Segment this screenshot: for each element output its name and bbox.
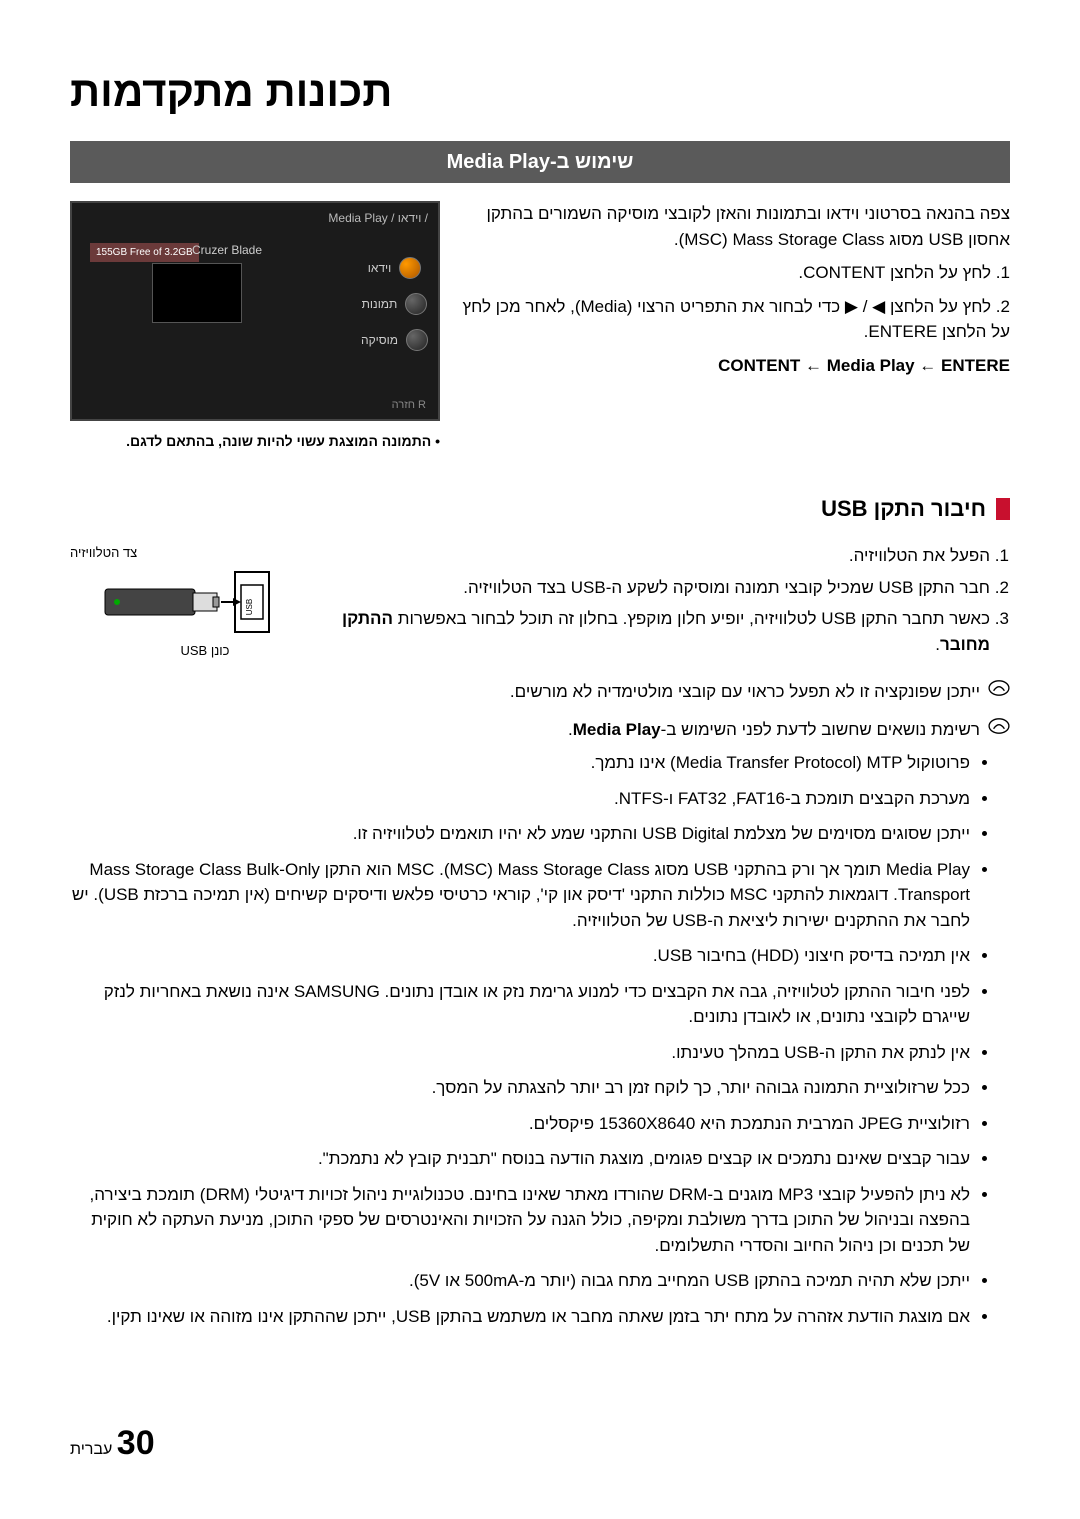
bullet-item: עבור קבצים שאינם נתמכים או קבצים פגומים,… — [70, 1146, 970, 1172]
bullet-item: לא ניתן להפעיל קובצי MP3 מוגנים ב-DRM שה… — [70, 1182, 970, 1259]
tv-side-menu: וידאו תמונות מוסיקה — [361, 257, 428, 351]
tv-preview-box — [152, 263, 242, 323]
subhead-title: חיבור התקן USB — [821, 492, 986, 525]
svg-text:USB: USB — [245, 598, 254, 614]
step1-text: לחץ על הלחצן CONTENT. — [798, 263, 991, 282]
bullet-item: ייתכן שלא תהיה תמיכה בהתקן USB המחייב מת… — [70, 1268, 970, 1294]
bullet-item: ככל שרזולוציית התמונה גבוהה יותר, כך לוק… — [70, 1075, 970, 1101]
bullet-item: אין לנתק את התקן ה-USB במהלך טעינתו. — [70, 1040, 970, 1066]
usb-step-2: חבר התקן USB שמכיל קובצי תמונה ומוסיקה ל… — [300, 575, 990, 601]
usb-step-3a: כאשר תחבר התקן USB לטלוויזיה, יופיע חלון… — [393, 609, 990, 628]
bullet-item: פרוטוקול MTP‏ (Media Transfer Protocol) … — [70, 750, 970, 776]
subhead-row: חיבור התקן USB — [70, 492, 1010, 525]
tv-side-video[interactable]: וידאו — [368, 257, 422, 279]
note-icon — [988, 679, 1010, 697]
page-number: 30 עברית — [70, 1418, 155, 1469]
tv-footer: חזרה R — [392, 397, 426, 414]
usb-step-3: כאשר תחבר התקן USB לטלוויזיה, יופיע חלון… — [300, 606, 990, 657]
bullet-item: מערכת הקבצים תומכת ב-FAT16‏, FAT32 ו-NTF… — [70, 786, 970, 812]
tv-side-photo[interactable]: תמונות — [362, 293, 428, 315]
tv-side-music-label: מוסיקה — [361, 331, 398, 349]
subhead-marker — [996, 498, 1010, 520]
hint-1-text: ייתכן שפונקציה זו לא תפעל כראוי עם קובצי… — [70, 679, 980, 705]
video-icon — [399, 257, 421, 279]
tv-side-photo-label: תמונות — [362, 295, 398, 313]
tv-breadcrumb: Media Play / וידאו / — [72, 203, 438, 233]
intro-line1: צפה בהנאה בסרטוני וידאו ובתמונות והאזן ל… — [460, 201, 1010, 252]
music-icon — [406, 329, 428, 351]
hint2-bold: Media Play — [573, 720, 661, 739]
bullet-item: אין תמיכה בדיסק חיצוני (HDD) בחיבור USB. — [70, 943, 970, 969]
usb-diagram-svg: USB — [75, 567, 275, 637]
usb-step-1: הפעל את הטלוויזיה. — [300, 543, 990, 569]
intro-row: Media Play / וידאו / 155GB Free of 3.2GB… — [70, 201, 1010, 452]
hint-2-text: רשימת נושאים שחשוב לדעת לפני השימוש ב-Me… — [70, 717, 980, 743]
note-icon — [988, 717, 1010, 735]
tv-side-video-label: וידאו — [368, 259, 392, 277]
usb-diagram: צד הטלוויזיה USB כונן USB — [70, 543, 280, 660]
usb-steps: הפעל את הטלוויזיה. חבר התקן USB שמכיל קו… — [300, 543, 1010, 667]
tv-usb-badge: 155GB Free of 3.2GB — [90, 243, 199, 262]
tv-disclaimer: • התמונה המוצגת עשוי להיות שונה, בהתאם ל… — [70, 431, 440, 452]
tv-side-music[interactable]: מוסיקה — [361, 329, 428, 351]
step1-label: 1. — [996, 263, 1010, 282]
diagram-bottom-label: כונן USB — [100, 641, 310, 661]
tv-column: Media Play / וידאו / 155GB Free of 3.2GB… — [70, 201, 440, 452]
hint2-prefix: רשימת נושאים שחשוב לדעת לפני השימוש ב- — [661, 720, 980, 739]
bullet-item: ייתכן שסוגים מסוימים של מצלמת USB Digita… — [70, 821, 970, 847]
bullet-item: Media Play תומך אך ורק בהתקני USB מסוג M… — [70, 857, 970, 934]
hint-1: ייתכן שפונקציה זו לא תפעל כראוי עם קובצי… — [70, 679, 1010, 705]
bullet-list: פרוטוקול MTP‏ (Media Transfer Protocol) … — [70, 750, 1010, 1329]
tv-mock: Media Play / וידאו / 155GB Free of 3.2GB… — [70, 201, 440, 421]
intro-step1: 1. לחץ על הלחצן CONTENT. — [460, 260, 1010, 286]
bullet-item: לפני חיבור ההתקן לטלוויזיה, גבה את הקבצי… — [70, 979, 970, 1030]
photo-icon — [405, 293, 427, 315]
tv-device-name: Cruzer Blade — [192, 241, 262, 259]
bullet-item: אם מוצגת הודעת אזהרה על מתח יתר בזמן שאת… — [70, 1304, 970, 1330]
intro-text: צפה בהנאה בסרטוני וידאו ובתמונות והאזן ל… — [460, 201, 1010, 386]
hint-2: רשימת נושאים שחשוב לדעת לפני השימוש ב-Me… — [70, 717, 1010, 743]
section-bar: שימוש ב-Media Play — [70, 141, 1010, 183]
page-title: תכונות מתקדמות — [70, 60, 1010, 123]
intro-step2: 2. לחץ על הלחצן ◀ / ▶ כדי לבחור את התפרי… — [460, 294, 1010, 345]
step2-text: לחץ על הלחצן ◀ / ▶ כדי לבחור את התפריט ה… — [463, 297, 1010, 342]
usb-row: הפעל את הטלוויזיה. חבר התקן USB שמכיל קו… — [70, 543, 1010, 667]
page-num: 30 — [117, 1424, 155, 1462]
diagram-right-label: צד הטלוויזיה — [70, 543, 137, 563]
page-lang: עברית — [70, 1441, 112, 1458]
bullet-item: רזולוציית JPEG המרבית הנתמכת היא 15360X8… — [70, 1111, 970, 1137]
step2-label: 2. — [996, 297, 1010, 316]
nav-line: CONTENT ← Media Play ← ENTERE — [460, 353, 1010, 379]
